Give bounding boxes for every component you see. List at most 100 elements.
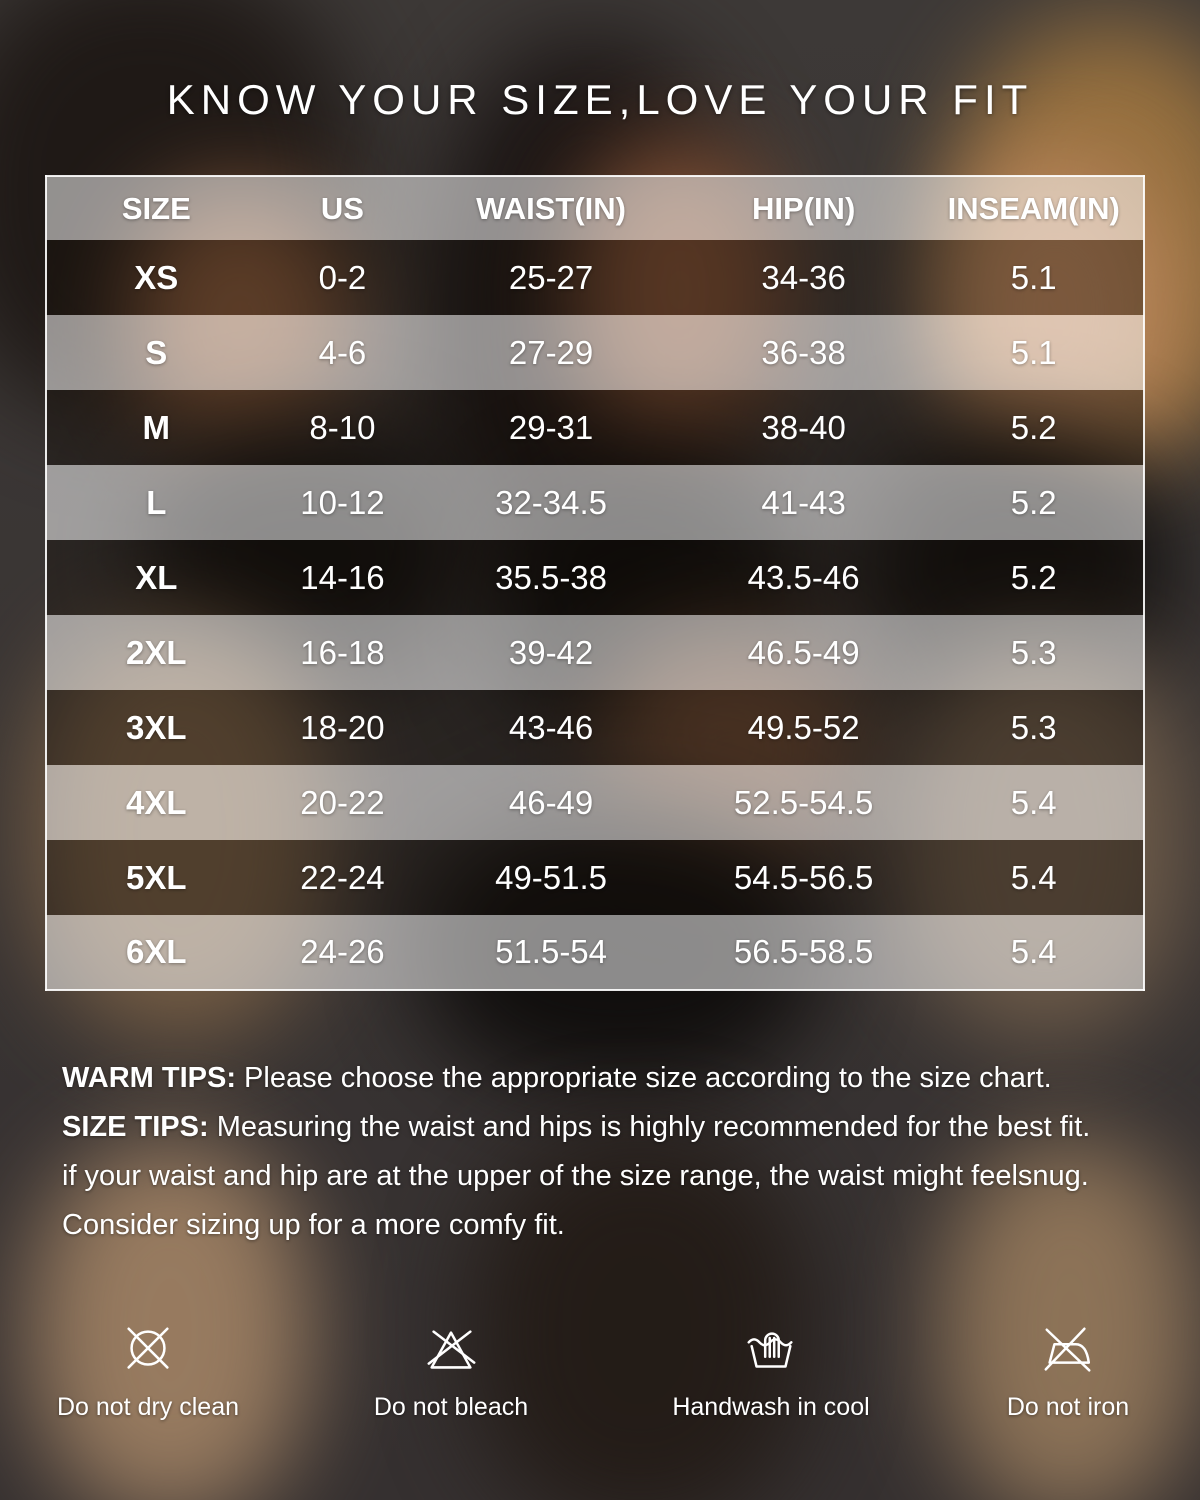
hip-cell: 41-43 bbox=[761, 483, 846, 521]
us-cell: 10-12 bbox=[300, 483, 385, 521]
size-tips-label: SIZE TIPS: bbox=[62, 1111, 209, 1143]
care-item-do-not-iron: Do not iron bbox=[936, 1322, 1200, 1422]
us-cell: 8-10 bbox=[309, 408, 376, 446]
table-row: XL 14-16 35.5-38 43.5-46 5.2 bbox=[46, 540, 1144, 615]
waist-cell: 49-51.5 bbox=[495, 858, 608, 896]
warm-tips-line: WARM TIPS: Please choose the appropriate… bbox=[62, 1054, 1152, 1103]
background-shape bbox=[940, 1140, 1200, 1500]
size-cell: L bbox=[146, 483, 167, 521]
table-row: 2XL 16-18 39-42 46.5-49 5.3 bbox=[46, 615, 1144, 690]
column-header-hip: HIP(IN) bbox=[751, 190, 856, 226]
size-cell: 5XL bbox=[126, 858, 187, 896]
inseam-cell: 5.2 bbox=[1010, 483, 1057, 521]
inseam-cell: 5.4 bbox=[1010, 858, 1057, 896]
us-cell: 24-26 bbox=[300, 933, 385, 970]
inseam-cell: 5.3 bbox=[1010, 633, 1057, 671]
do-not-dry-clean-icon bbox=[127, 1327, 169, 1369]
column-header-us: US bbox=[320, 190, 364, 226]
background-shape bbox=[130, 190, 350, 450]
inseam-cell: 5.1 bbox=[1010, 258, 1057, 296]
inseam-cell: 5.4 bbox=[1010, 783, 1057, 821]
inseam-cell: 5.1 bbox=[1010, 333, 1057, 371]
do-not-bleach-icon bbox=[427, 1330, 476, 1369]
care-label: Do not bleach bbox=[373, 1393, 529, 1421]
size-tips-line: SIZE TIPS: Measuring the waist and hips … bbox=[62, 1103, 1152, 1152]
background-shape bbox=[570, 140, 790, 440]
us-cell: 18-20 bbox=[300, 708, 385, 746]
us-cell: 22-24 bbox=[300, 858, 385, 896]
warm-tips-label: WARM TIPS: bbox=[62, 1062, 236, 1094]
background-shape bbox=[30, 1140, 310, 1500]
do-not-iron-icon bbox=[1044, 1327, 1091, 1372]
care-item-do-not-bleach: Do not bleach bbox=[296, 1322, 606, 1422]
table-row: M 8-10 29-31 38-40 5.2 bbox=[46, 390, 1144, 465]
waist-cell: 43-46 bbox=[508, 708, 594, 746]
hip-cell: 34-36 bbox=[761, 258, 846, 296]
background-shape bbox=[900, 640, 1190, 1040]
waist-cell: 29-31 bbox=[508, 408, 594, 446]
table-row: 5XL 22-24 49-51.5 54.5-56.5 5.4 bbox=[46, 840, 1144, 915]
table-row: S 4-6 27-29 36-38 5.1 bbox=[46, 315, 1144, 390]
waist-cell: 32-34.5 bbox=[495, 483, 608, 521]
size-cell: M bbox=[142, 408, 171, 446]
care-item-do-not-dry-clean: Do not dry clean bbox=[0, 1322, 296, 1422]
size-cell: S bbox=[145, 333, 168, 371]
us-cell: 0-2 bbox=[318, 258, 367, 296]
us-cell: 20-22 bbox=[300, 783, 385, 821]
waist-cell: 46-49 bbox=[508, 783, 594, 821]
size-chart-table: SIZE US WAIST(IN) HIP(IN) INSEAM(IN) XS 0… bbox=[45, 175, 1145, 991]
background-shape bbox=[470, 1130, 810, 1500]
hip-cell: 36-38 bbox=[761, 333, 846, 371]
background-shape bbox=[940, 160, 1170, 460]
size-cell: 2XL bbox=[126, 633, 187, 671]
waist-cell: 51.5-54 bbox=[495, 933, 608, 970]
size-tips-text: Measuring the waist and hips is highly r… bbox=[208, 1111, 1091, 1143]
inseam-cell: 5.4 bbox=[1010, 933, 1057, 970]
us-cell: 14-16 bbox=[300, 558, 385, 596]
hip-cell: 49.5-52 bbox=[747, 708, 860, 746]
background-shape bbox=[30, 620, 330, 1040]
handwash-icon bbox=[747, 1332, 793, 1368]
care-label: Do not iron bbox=[1006, 1393, 1130, 1421]
background-shape bbox=[420, 810, 820, 1090]
table-header-row: SIZE US WAIST(IN) HIP(IN) INSEAM(IN) bbox=[46, 176, 1144, 240]
hip-cell: 38-40 bbox=[761, 408, 846, 446]
hip-cell: 43.5-46 bbox=[747, 558, 860, 596]
size-cell: 4XL bbox=[126, 783, 187, 821]
hip-cell: 46.5-49 bbox=[747, 633, 860, 671]
size-cell: XS bbox=[134, 258, 179, 296]
table-row: L 10-12 32-34.5 41-43 5.2 bbox=[46, 465, 1144, 540]
table-row: 4XL 20-22 46-49 52.5-54.5 5.4 bbox=[46, 765, 1144, 840]
waist-cell: 35.5-38 bbox=[495, 558, 608, 596]
care-label: Handwash in cool bbox=[672, 1393, 870, 1421]
us-cell: 16-18 bbox=[300, 633, 385, 671]
inseam-cell: 5.2 bbox=[1010, 408, 1057, 446]
size-cell: 3XL bbox=[126, 708, 187, 746]
table-row: 3XL 18-20 43-46 49.5-52 5.3 bbox=[46, 690, 1144, 765]
warm-tips-text: Please choose the appropriate size accor… bbox=[236, 1062, 1052, 1094]
table-row: XS 0-2 25-27 34-36 5.1 bbox=[46, 240, 1144, 315]
care-label: Do not dry clean bbox=[56, 1393, 240, 1421]
inseam-cell: 5.3 bbox=[1010, 708, 1057, 746]
care-item-handwash: Handwash in cool bbox=[606, 1322, 936, 1422]
size-cell: XL bbox=[135, 558, 178, 596]
column-header-waist: WAIST(IN) bbox=[476, 190, 626, 226]
waist-cell: 27-29 bbox=[508, 333, 594, 371]
size-tips-line-3: Consider sizing up for a more comfy fit. bbox=[62, 1209, 565, 1241]
hip-cell: 54.5-56.5 bbox=[733, 858, 874, 896]
us-cell: 4-6 bbox=[318, 333, 367, 371]
hip-cell: 52.5-54.5 bbox=[733, 783, 874, 821]
column-header-inseam: INSEAM(IN) bbox=[947, 190, 1120, 226]
inseam-cell: 5.2 bbox=[1010, 558, 1057, 596]
size-cell: 6XL bbox=[126, 933, 187, 970]
page-title: KNOW YOUR SIZE,LOVE YOUR FIT bbox=[166, 76, 1034, 123]
table-row: 6XL 24-26 51.5-54 56.5-58.5 5.4 bbox=[46, 915, 1144, 990]
size-tips-line-2: if your waist and hip are at the upper o… bbox=[62, 1160, 1089, 1192]
waist-cell: 25-27 bbox=[508, 258, 594, 296]
waist-cell: 39-42 bbox=[508, 633, 594, 671]
care-instructions: Do not dry clean Do not bleach Handwash … bbox=[0, 1322, 1200, 1422]
tips-block: WARM TIPS: Please choose the appropriate… bbox=[62, 1054, 1152, 1250]
column-header-size: SIZE bbox=[121, 190, 191, 226]
hip-cell: 56.5-58.5 bbox=[733, 933, 874, 970]
